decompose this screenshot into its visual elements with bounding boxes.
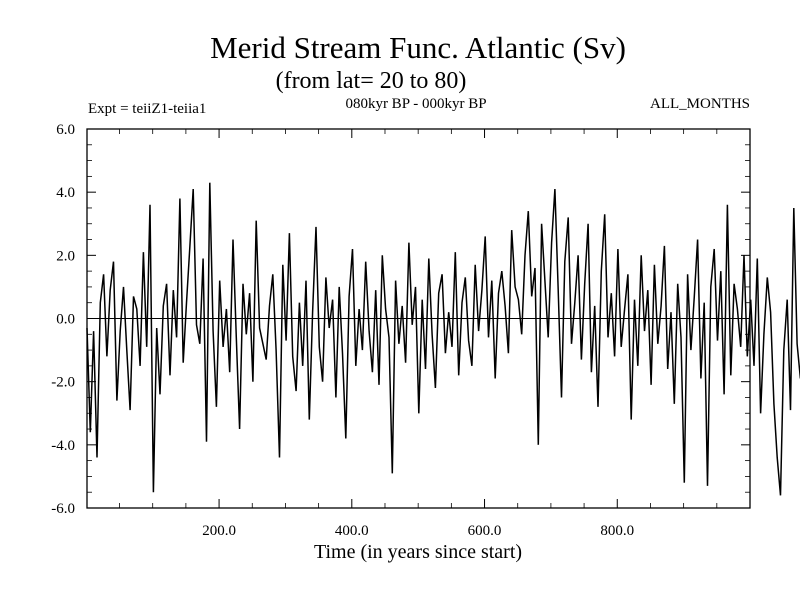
plot-area: -6.0 -4.0 -2.0 0.0 2.0 4.0 6.0 200.0 400.0 600.0 8… (51, 122, 800, 539)
x-tick-label: 800.0 (600, 523, 634, 539)
x-tick-label: 200.0 (202, 523, 236, 539)
y-tick-label: 6.0 (56, 122, 75, 138)
y-tick-label: -6.0 (51, 501, 75, 517)
y-tick-label: -2.0 (51, 375, 75, 391)
y-tick-label: 2.0 (56, 248, 75, 264)
chart-subtitle: (from lat= 20 to 80) (276, 68, 467, 94)
y-tick-label: 0.0 (56, 312, 75, 328)
x-tick-label: 600.0 (468, 523, 502, 539)
period-label: 080kyr BP - 000kyr BP (345, 96, 486, 112)
experiment-label: Expt = teiiZ1-teiia1 (88, 101, 206, 117)
x-axis-label: Time (in years since start) (314, 541, 522, 563)
chart-title: Merid Stream Func. Atlantic (Sv) (210, 30, 626, 65)
months-label: ALL_MONTHS (650, 96, 750, 112)
series-line (86, 182, 800, 496)
y-tick-label: 4.0 (56, 185, 75, 201)
x-tick-label: 400.0 (335, 523, 369, 539)
y-tick-label: -4.0 (51, 438, 75, 454)
